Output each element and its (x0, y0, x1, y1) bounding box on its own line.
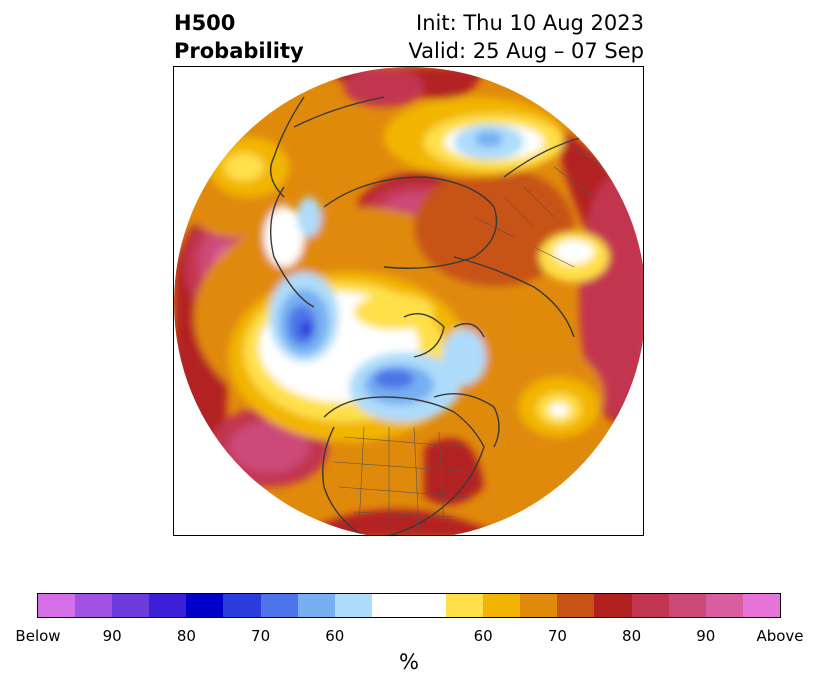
colorbar-segment (520, 594, 558, 617)
colorbar-tick-label: 80 (176, 627, 196, 645)
colorbar-tick-label: 90 (696, 627, 716, 645)
probability-map (174, 67, 643, 535)
colorbar-segment (297, 594, 335, 617)
colorbar-segment (75, 594, 113, 617)
colorbar-segment (668, 594, 706, 617)
probability-field (174, 67, 643, 535)
colorbar-segment (742, 594, 780, 617)
valid-range: Valid: 25 Aug – 07 Sep (408, 39, 644, 63)
colorbar-segment (334, 594, 372, 617)
colorbar-tick-label: 80 (622, 627, 642, 645)
colorbar-segment (223, 594, 261, 617)
colorbar-segment (38, 594, 76, 617)
variable-label: H500 (174, 11, 236, 35)
chart-title-block: H500 Probability (174, 9, 304, 65)
date-block: Init: Thu 10 Aug 2023 Valid: 25 Aug – 07… (408, 9, 644, 65)
borders (333, 146, 615, 533)
init-date: Init: Thu 10 Aug 2023 (416, 11, 644, 35)
colorbar-tick-label: Below (15, 627, 61, 645)
colorbar-segment (631, 594, 669, 617)
colorbar-tick-label: 90 (102, 627, 122, 645)
polar-map (173, 66, 644, 536)
colorbar-neutral-segment (371, 594, 447, 617)
colorbar-tick-label: 60 (325, 627, 345, 645)
colorbar-segment (149, 594, 187, 617)
product-label: Probability (174, 39, 304, 63)
colorbar-segment (446, 594, 484, 617)
colorbar-segment (483, 594, 521, 617)
colorbar-tick-label: 70 (251, 627, 271, 645)
colorbar-unit: % (399, 650, 419, 674)
colorbar-tick-label: 70 (547, 627, 567, 645)
colorbar-tick-label: 60 (473, 627, 493, 645)
colorbar-tick-label: Above (756, 627, 804, 645)
colorbar-segment (557, 594, 595, 617)
colorbar-segment (186, 594, 224, 617)
colorbar (37, 593, 781, 618)
colorbar-segment (594, 594, 632, 617)
colorbar-segment (705, 594, 743, 617)
colorbar-segment (260, 594, 298, 617)
colorbar-segment (112, 594, 150, 617)
